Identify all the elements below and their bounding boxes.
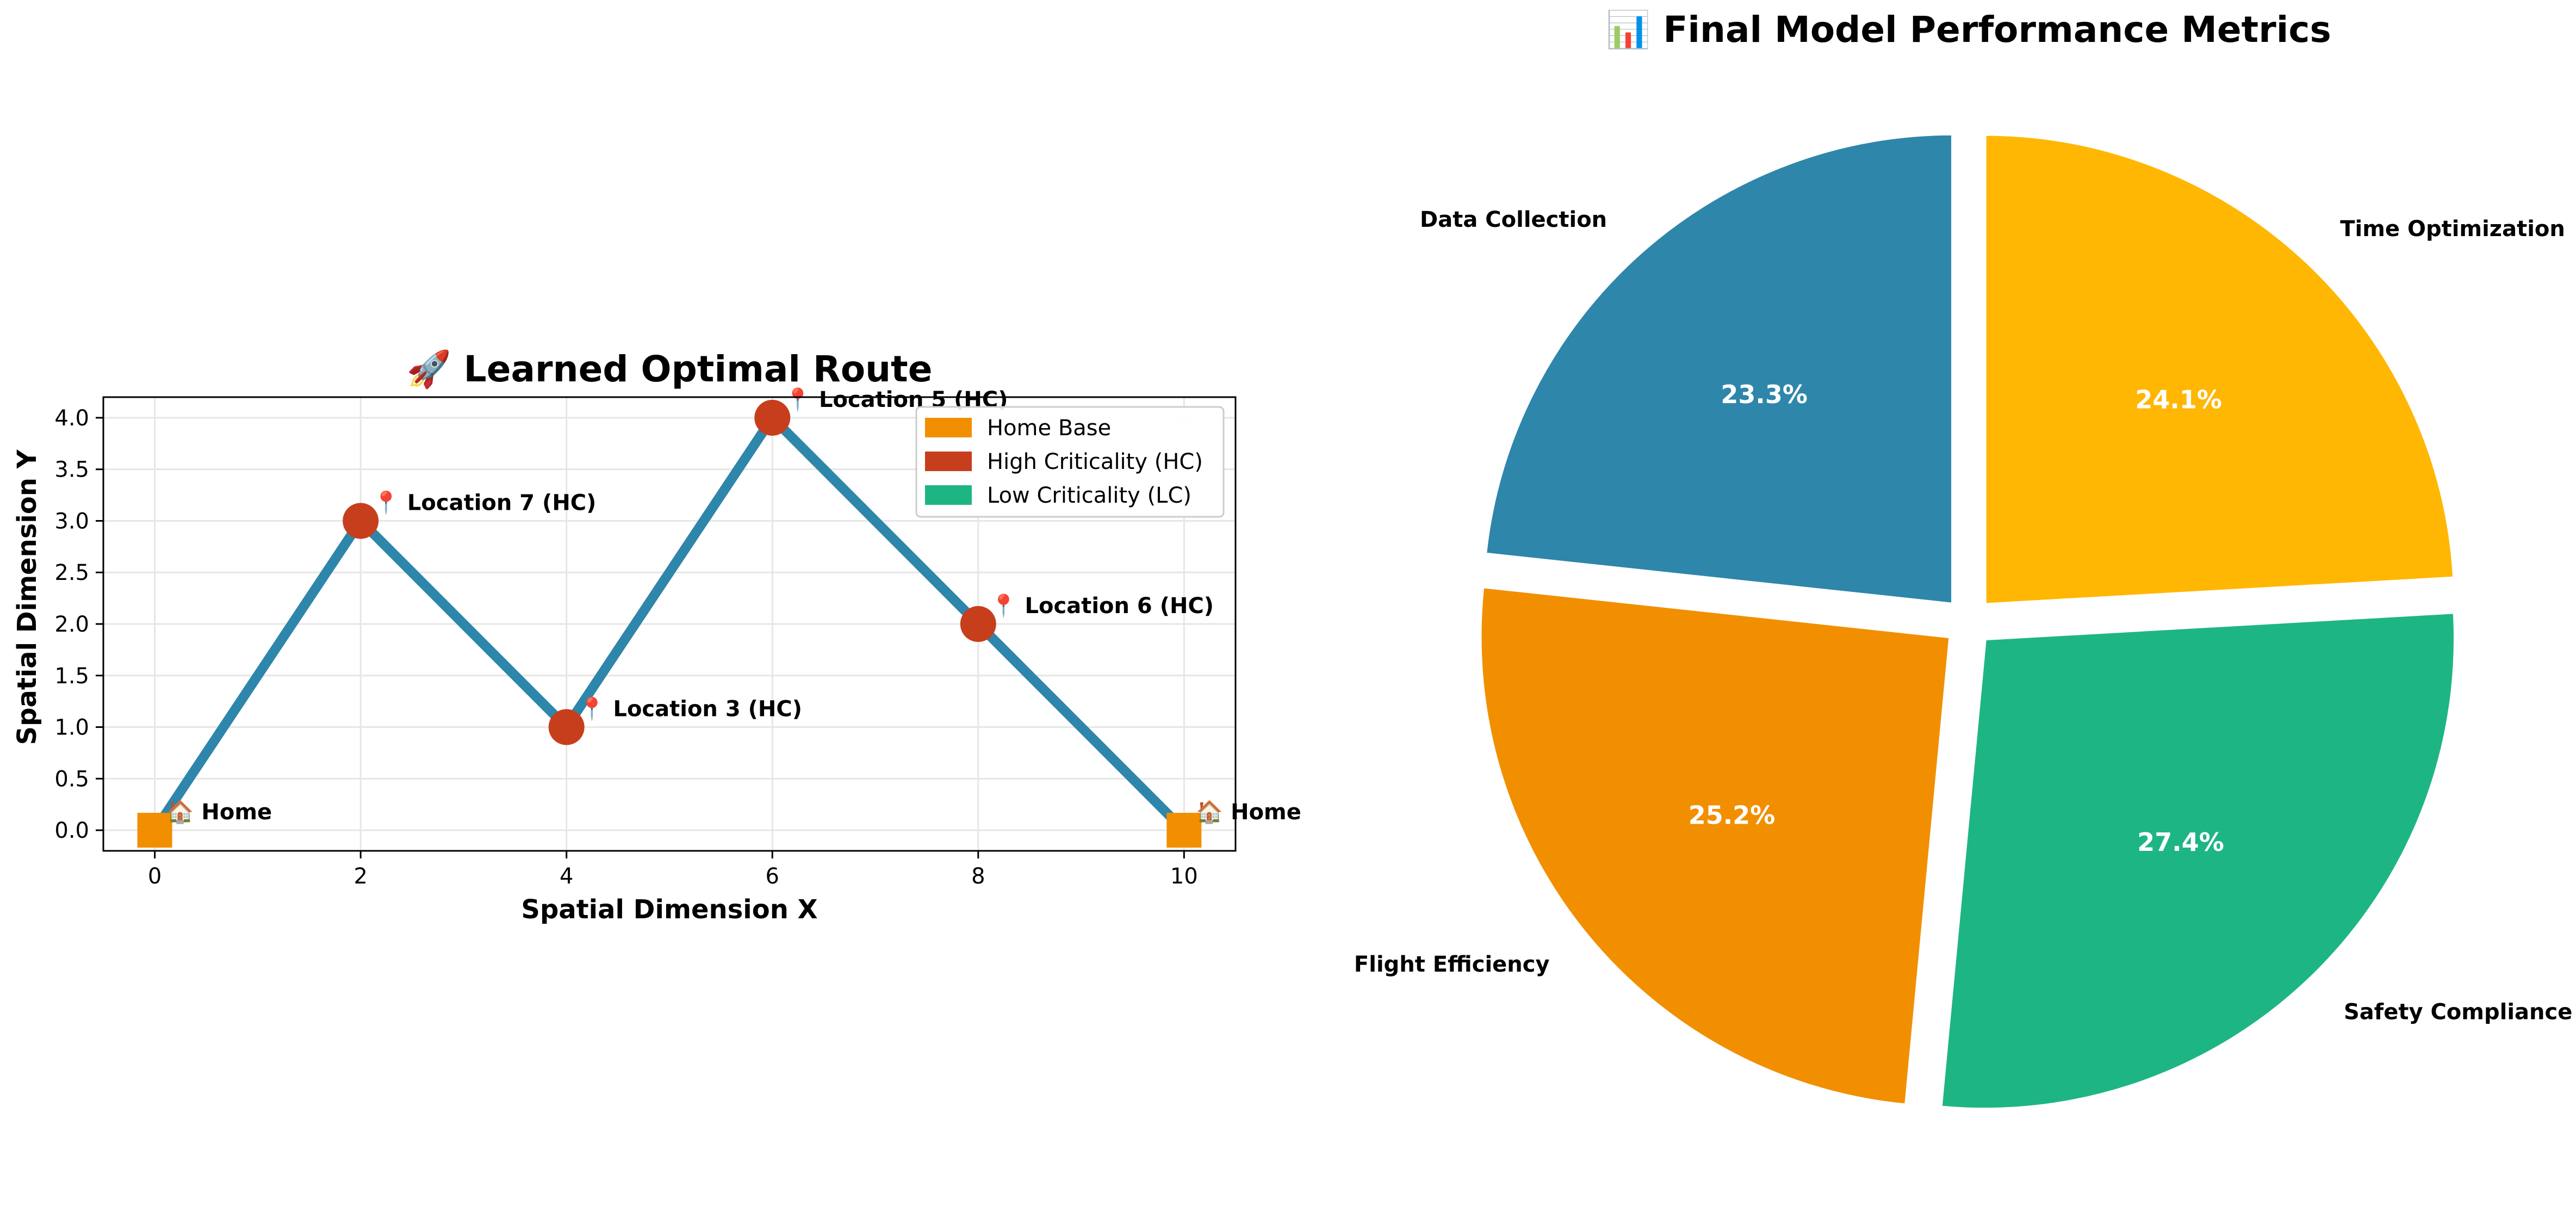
route-legend-swatch-high — [925, 452, 972, 471]
route-chart-title: 🚀 Learned Optimal Route — [407, 348, 933, 390]
pie-slice-time-optimization — [1983, 132, 2456, 607]
pie-category-label: Safety Compliance — [2344, 1000, 2572, 1025]
route-x-tick-label: 4 — [560, 864, 573, 889]
route-legend: Home Base High Criticality (HC) Low Critic… — [915, 406, 1225, 518]
route-legend-box — [915, 406, 1225, 518]
route-y-tick-label: 2.5 — [54, 560, 89, 585]
route-x-axis-label: Spatial Dimension X — [521, 894, 817, 925]
route-chart: 🚀 Learned Optimal Route 🏠 Home 📍 Location… — [12, 348, 1301, 925]
pie-chart-title: 📊 Final Model Performance Metrics — [1606, 9, 2331, 51]
route-location-marker — [548, 709, 585, 745]
route-location-marker — [754, 399, 791, 436]
pie-category-label: Time Optimization — [2340, 217, 2565, 242]
route-y-tick-label: 0.0 — [54, 818, 89, 843]
route-legend-label: Home Base — [987, 416, 1111, 441]
route-x-tick-label: 2 — [353, 864, 367, 889]
route-location-marker — [960, 606, 996, 642]
route-point-label: 🏠 Home — [1196, 800, 1301, 825]
route-y-tick-label: 0.5 — [54, 767, 89, 792]
route-y-tick-label: 3.0 — [54, 509, 89, 534]
pie-percent-label: 24.1% — [2135, 385, 2222, 414]
route-y-tick-label: 3.5 — [54, 458, 89, 483]
route-legend-swatch-low — [925, 485, 972, 505]
route-x-tick-label: 0 — [148, 864, 162, 889]
pie-percent-label: 23.3% — [1721, 380, 1808, 409]
route-y-axis-label: Spatial Dimension Y — [12, 449, 42, 745]
pie-category-labels: Data Collection Flight Efficiency Safety C… — [1354, 207, 2572, 1024]
route-point-label: 📍 Location 6 (HC) — [990, 593, 1214, 619]
route-legend-swatch-home — [925, 418, 972, 437]
route-x-tick-label: 10 — [1170, 864, 1198, 889]
route-y-tick-label: 2.0 — [54, 612, 89, 637]
pie-slice-safety-compliance — [1939, 610, 2457, 1111]
route-point-label: 🏠 Home — [167, 800, 272, 825]
route-y-tick-label: 1.5 — [54, 664, 89, 689]
route-x-tick-label: 6 — [766, 864, 779, 889]
pie-chart: 📊 Final Model Performance Metrics 23.3%2… — [1354, 9, 2572, 1111]
route-x-ticks: 0 2 4 6 8 10 — [148, 851, 1198, 889]
route-y-ticks: 0.0 0.5 1.0 1.5 2.0 2.5 3.0 3.5 4.0 — [54, 406, 103, 843]
pie-slice-flight-efficiency — [1478, 584, 1952, 1107]
route-line-layer — [150, 412, 1189, 836]
pie-slices — [1478, 132, 2457, 1111]
route-y-tick-label: 1.0 — [54, 715, 89, 740]
pie-percent-label: 27.4% — [2137, 827, 2224, 857]
route-point-label: 📍 Location 3 (HC) — [579, 696, 802, 722]
route-legend-label: High Criticality (HC) — [987, 449, 1203, 474]
route-home-marker — [137, 813, 172, 848]
pie-category-label: Data Collection — [1420, 207, 1607, 232]
route-point-labels: 🏠 Home 📍 Location 7 (HC) 📍 Location 3 (HC)… — [167, 387, 1301, 825]
route-location-marker — [343, 503, 379, 539]
route-home-marker — [1166, 813, 1202, 848]
route-legend-label: Low Criticality (LC) — [987, 483, 1191, 508]
pie-category-label: Flight Efficiency — [1354, 952, 1550, 977]
pie-percent-labels: 23.3% 25.2% 27.4% 24.1% — [1689, 380, 2224, 857]
route-point-label: 📍 Location 7 (HC) — [373, 490, 596, 515]
route-y-tick-label: 4.0 — [54, 406, 89, 431]
pie-slice-data-collection — [1483, 132, 1955, 607]
route-x-tick-label: 8 — [971, 864, 985, 889]
route-path-line — [150, 412, 1189, 836]
pie-percent-label: 25.2% — [1689, 801, 1776, 830]
route-points — [137, 399, 1202, 848]
